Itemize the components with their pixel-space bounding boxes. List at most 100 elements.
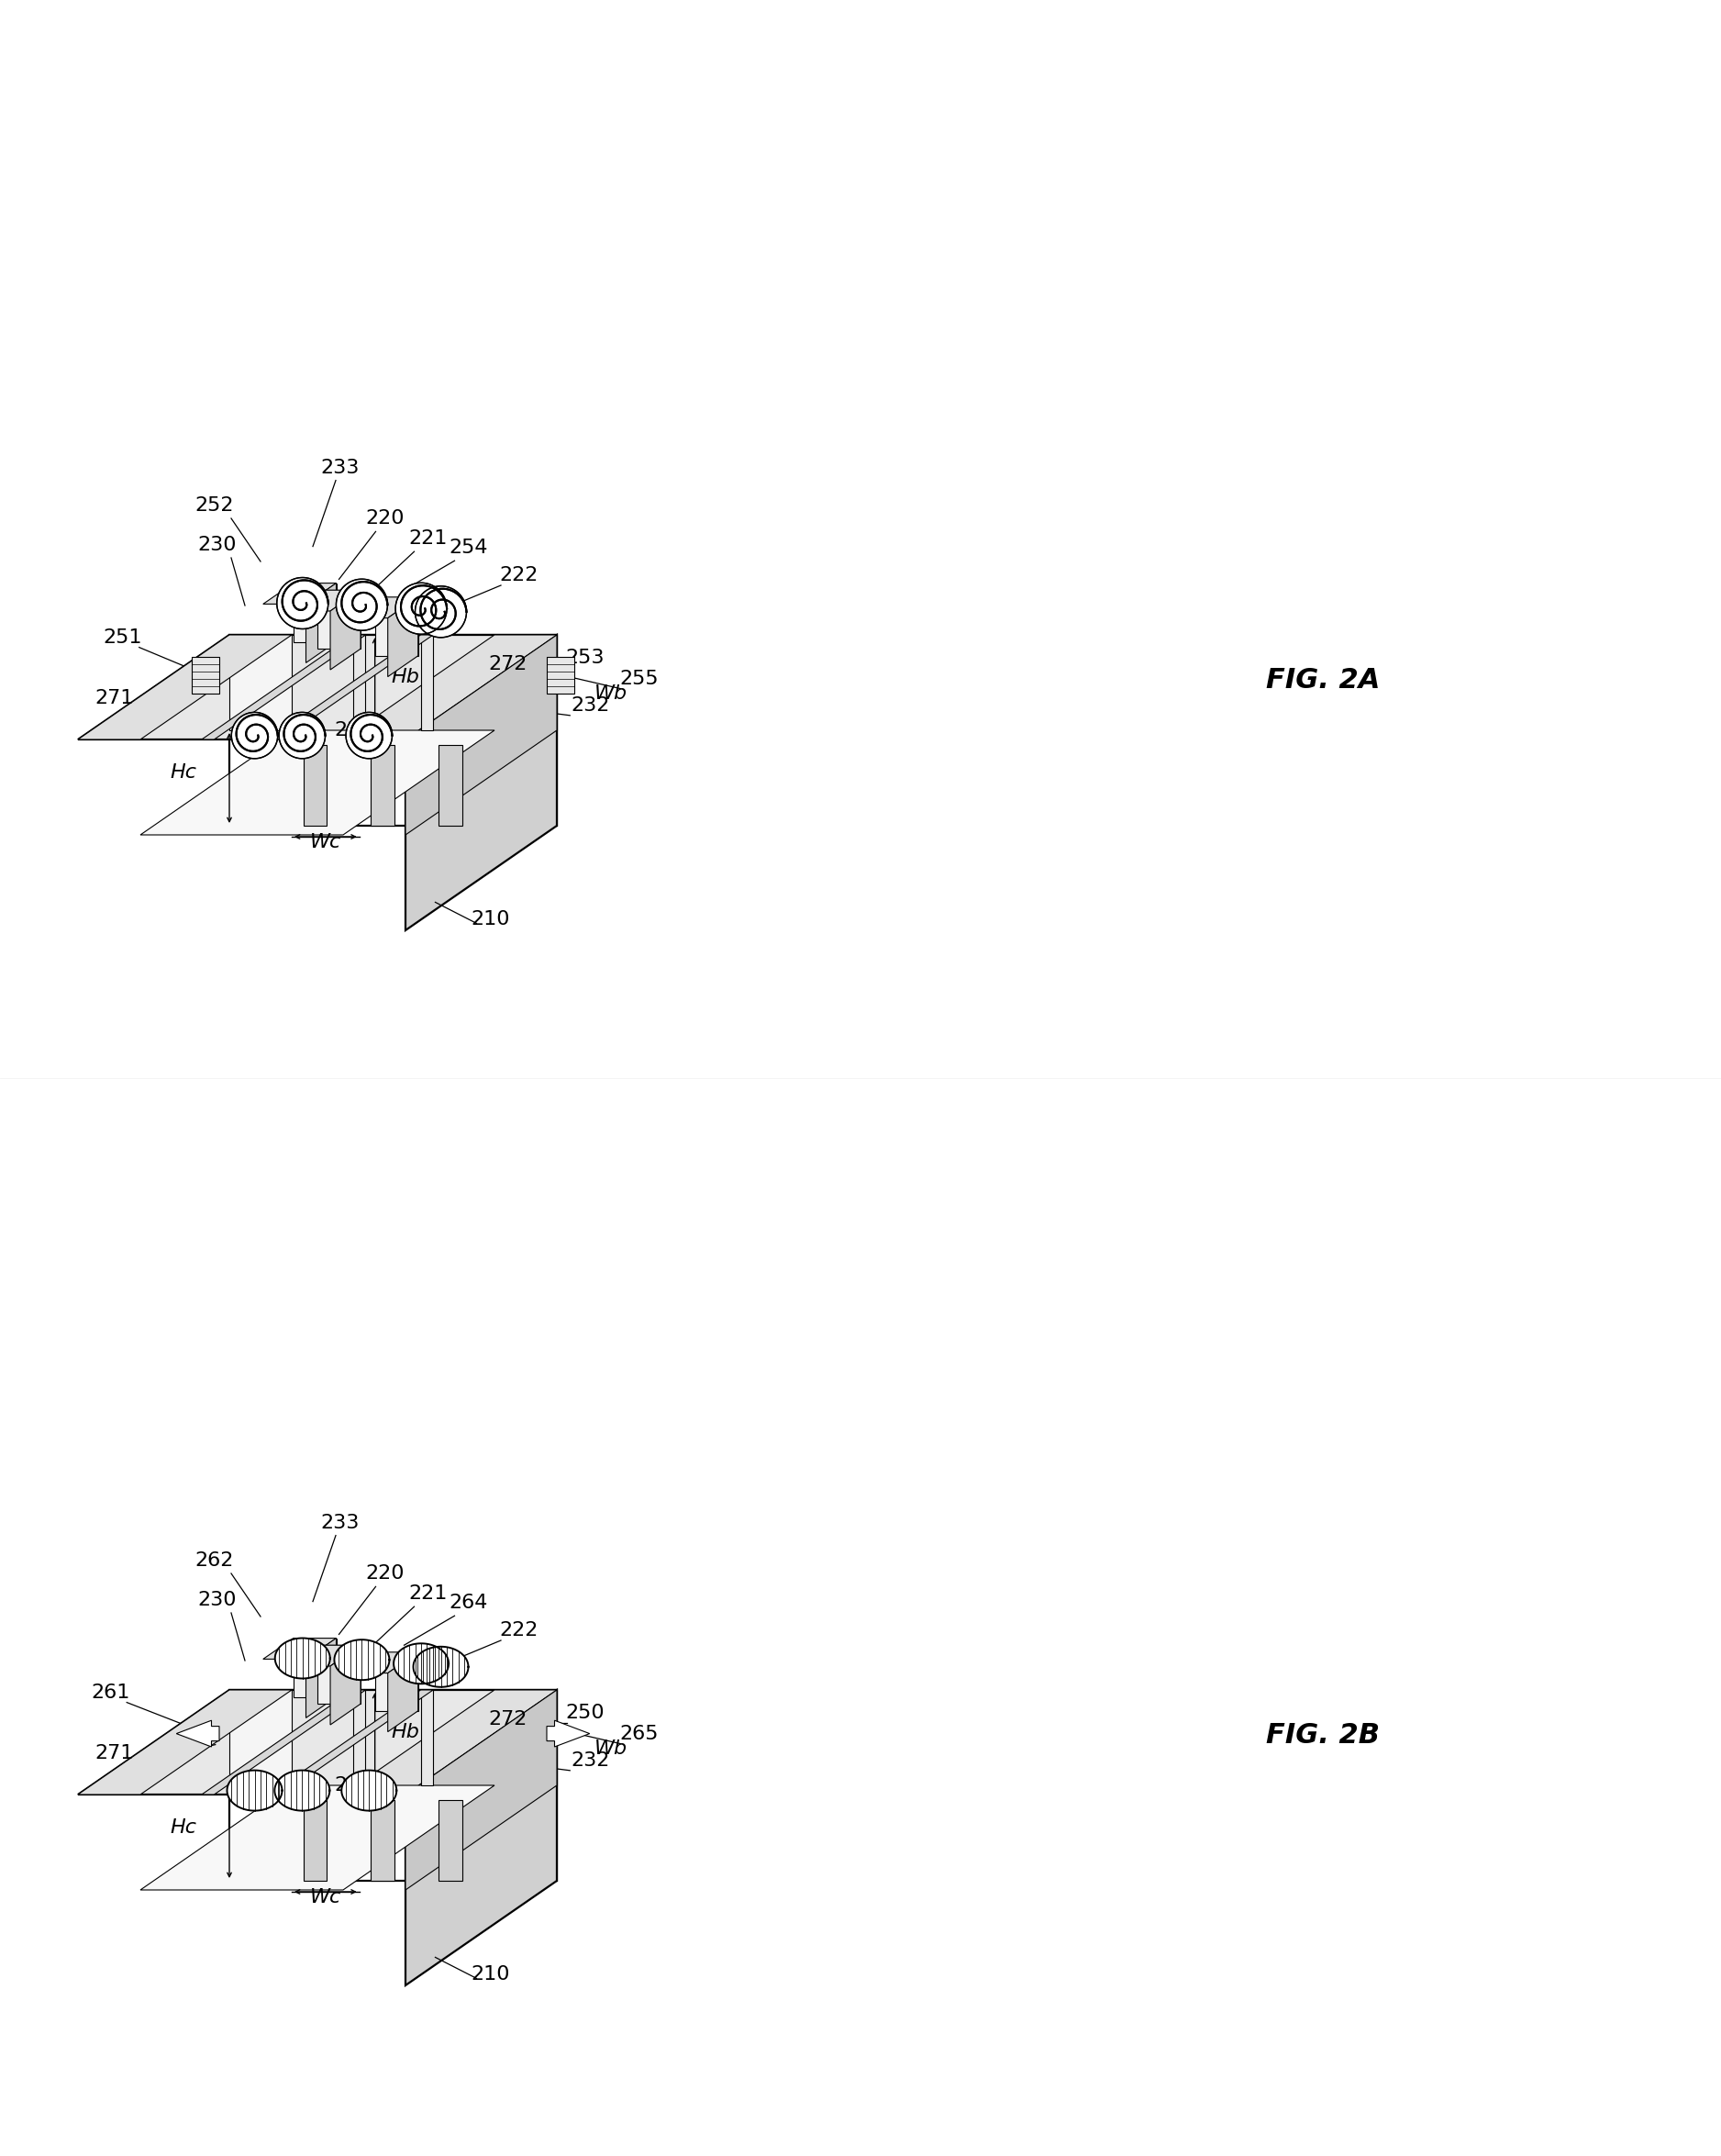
Polygon shape: [547, 1720, 590, 1746]
Text: FIG. 2B: FIG. 2B: [1267, 1723, 1380, 1749]
Polygon shape: [406, 1690, 558, 1986]
Polygon shape: [77, 1690, 293, 1794]
Polygon shape: [406, 634, 558, 834]
Text: 255: 255: [620, 668, 659, 688]
Polygon shape: [77, 634, 558, 740]
Polygon shape: [420, 634, 434, 731]
Text: 252: 252: [194, 496, 234, 515]
Polygon shape: [268, 634, 434, 740]
Text: 230: 230: [198, 1591, 237, 1608]
Polygon shape: [439, 746, 461, 826]
Polygon shape: [268, 1690, 434, 1794]
Polygon shape: [227, 1770, 282, 1811]
Polygon shape: [387, 1651, 418, 1731]
Polygon shape: [318, 1645, 361, 1703]
Circle shape: [231, 711, 277, 759]
Circle shape: [336, 580, 387, 630]
Polygon shape: [263, 582, 336, 604]
Text: 233: 233: [320, 1514, 360, 1531]
Polygon shape: [229, 1690, 558, 1880]
Polygon shape: [406, 1690, 558, 1891]
Text: Wc: Wc: [310, 832, 341, 852]
Polygon shape: [344, 597, 418, 619]
Text: 272: 272: [489, 655, 527, 673]
Text: 250: 250: [564, 1703, 604, 1723]
Polygon shape: [229, 1690, 293, 1785]
Polygon shape: [494, 1690, 558, 1785]
Text: 233: 233: [320, 459, 360, 476]
Circle shape: [415, 586, 466, 638]
Polygon shape: [413, 1647, 468, 1686]
Polygon shape: [375, 597, 418, 655]
Polygon shape: [334, 1641, 389, 1680]
Text: 251: 251: [103, 627, 143, 647]
Polygon shape: [306, 1639, 336, 1718]
Text: Hb: Hb: [391, 1723, 420, 1742]
Polygon shape: [375, 1651, 418, 1712]
Polygon shape: [201, 1690, 365, 1794]
Text: Wb: Wb: [594, 683, 628, 703]
Polygon shape: [318, 591, 361, 649]
Text: 210: 210: [472, 910, 509, 929]
Text: 272: 272: [489, 1710, 527, 1729]
Polygon shape: [287, 591, 361, 610]
Polygon shape: [439, 1800, 461, 1880]
Text: FIG. 2A: FIG. 2A: [1267, 666, 1380, 694]
Polygon shape: [420, 1690, 434, 1785]
Text: 254: 254: [449, 539, 487, 556]
Text: Hb: Hb: [391, 668, 420, 686]
Circle shape: [346, 711, 392, 759]
Text: 221: 221: [408, 1585, 447, 1602]
Polygon shape: [293, 1639, 336, 1697]
Polygon shape: [141, 731, 494, 834]
Polygon shape: [275, 1639, 330, 1680]
Polygon shape: [330, 1645, 361, 1725]
Text: 220: 220: [365, 1565, 404, 1583]
Polygon shape: [306, 582, 336, 662]
Polygon shape: [176, 1720, 219, 1746]
Text: 232: 232: [571, 696, 609, 714]
Text: 222: 222: [499, 1621, 539, 1639]
Text: 222: 222: [499, 567, 539, 584]
Circle shape: [396, 582, 447, 634]
Polygon shape: [344, 1651, 418, 1673]
Text: Hc: Hc: [170, 763, 196, 783]
Polygon shape: [229, 634, 293, 731]
Text: 231: 231: [334, 1777, 373, 1794]
Polygon shape: [547, 658, 575, 694]
Circle shape: [277, 578, 329, 630]
Polygon shape: [406, 634, 558, 929]
Polygon shape: [341, 1770, 396, 1811]
Polygon shape: [193, 658, 219, 694]
Text: 264: 264: [449, 1593, 487, 1613]
Polygon shape: [303, 746, 327, 826]
Polygon shape: [372, 1800, 394, 1880]
Text: Wc: Wc: [310, 1889, 341, 1906]
Polygon shape: [77, 634, 293, 740]
Text: 231: 231: [334, 720, 373, 740]
Polygon shape: [201, 634, 365, 740]
Text: 220: 220: [365, 509, 404, 528]
Text: 261: 261: [91, 1684, 129, 1701]
Polygon shape: [287, 1645, 361, 1667]
Polygon shape: [263, 1639, 336, 1660]
Circle shape: [279, 711, 325, 759]
Polygon shape: [293, 582, 336, 642]
Polygon shape: [372, 746, 394, 826]
Polygon shape: [77, 1690, 558, 1794]
Text: 230: 230: [198, 537, 237, 554]
Polygon shape: [229, 634, 558, 826]
Polygon shape: [394, 1643, 449, 1684]
Text: Hc: Hc: [170, 1818, 196, 1837]
Polygon shape: [353, 634, 365, 731]
Polygon shape: [141, 1785, 494, 1891]
Polygon shape: [353, 1690, 365, 1785]
Polygon shape: [494, 634, 558, 731]
Text: 271: 271: [95, 1744, 134, 1761]
Text: Wb: Wb: [594, 1740, 628, 1757]
Text: 221: 221: [408, 530, 447, 548]
Text: 262: 262: [194, 1552, 234, 1570]
Polygon shape: [275, 1770, 330, 1811]
Polygon shape: [387, 597, 418, 677]
Text: 265: 265: [620, 1725, 657, 1742]
